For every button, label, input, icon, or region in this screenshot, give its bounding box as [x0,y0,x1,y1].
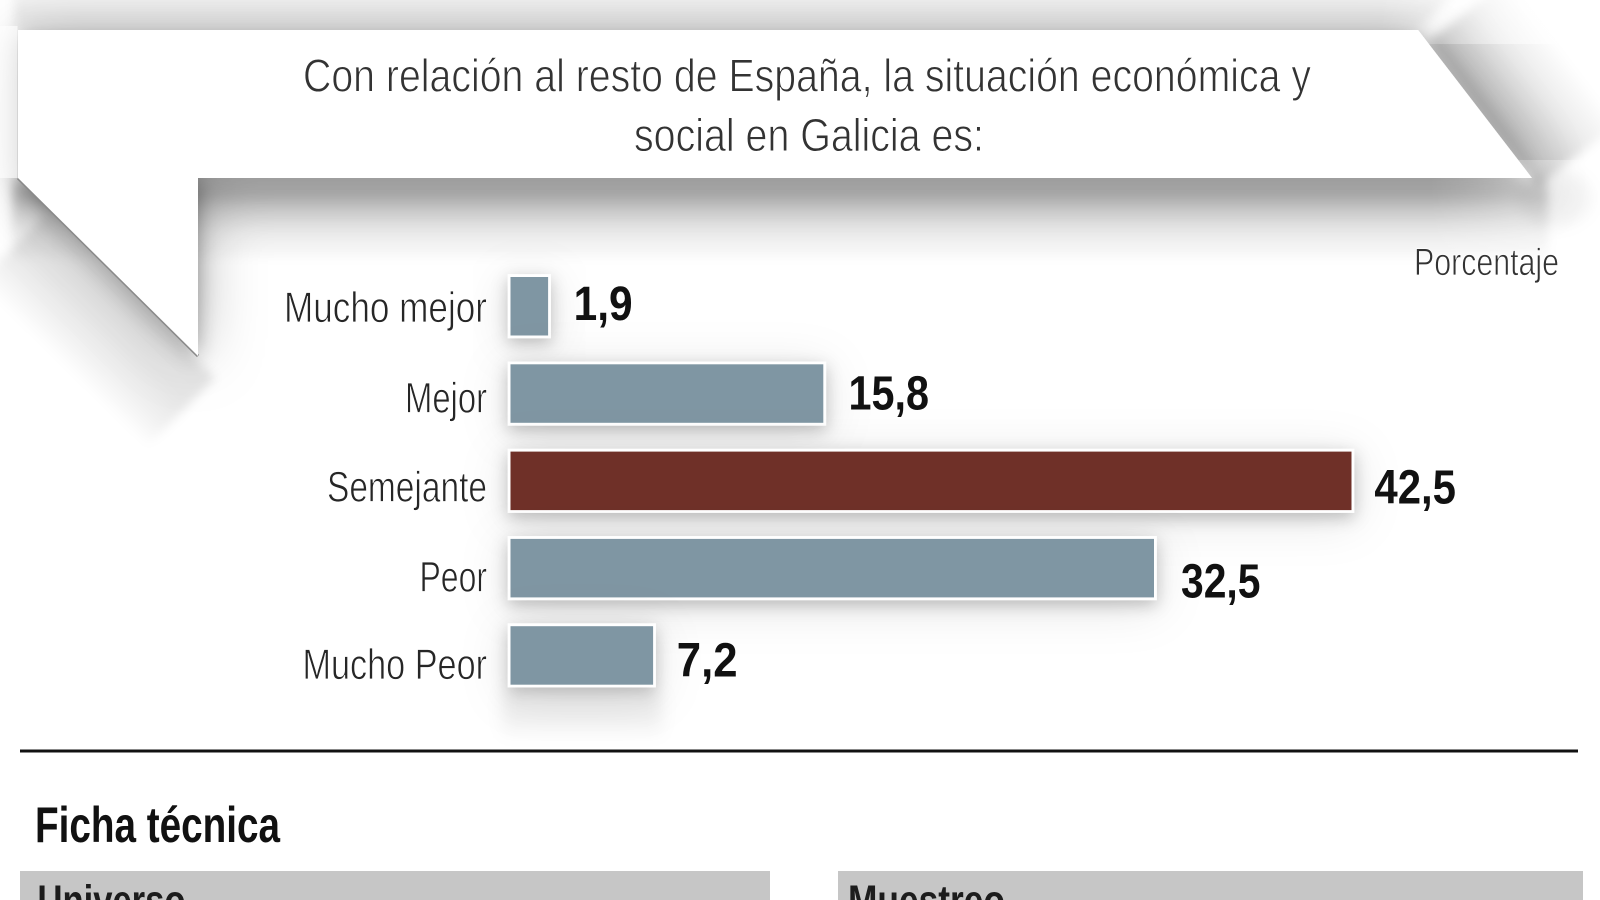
svg-text:Mucho Peor: Mucho Peor [303,641,488,689]
svg-text:Semejante: Semejante [327,463,487,511]
svg-text:1,9: 1,9 [574,278,633,331]
svg-text:15,8: 15,8 [849,368,930,421]
svg-text:Muestreo: Muestreo [848,877,1005,900]
svg-text:social en Galicia es:: social en Galicia es: [634,109,984,161]
svg-text:Peor: Peor [420,554,488,602]
svg-text:7,2: 7,2 [677,635,738,688]
svg-text:Universo: Universo [38,877,186,900]
svg-text:Ficha técnica: Ficha técnica [35,797,281,853]
svg-text:Mucho mejor: Mucho mejor [284,284,487,332]
svg-text:42,5: 42,5 [1374,462,1456,515]
svg-text:Mejor: Mejor [405,375,487,423]
svg-text:Con relación al resto de Españ: Con relación al resto de España, la situ… [303,50,1311,102]
svg-text:Porcentaje: Porcentaje [1414,242,1559,284]
svg-text:32,5: 32,5 [1181,556,1261,609]
